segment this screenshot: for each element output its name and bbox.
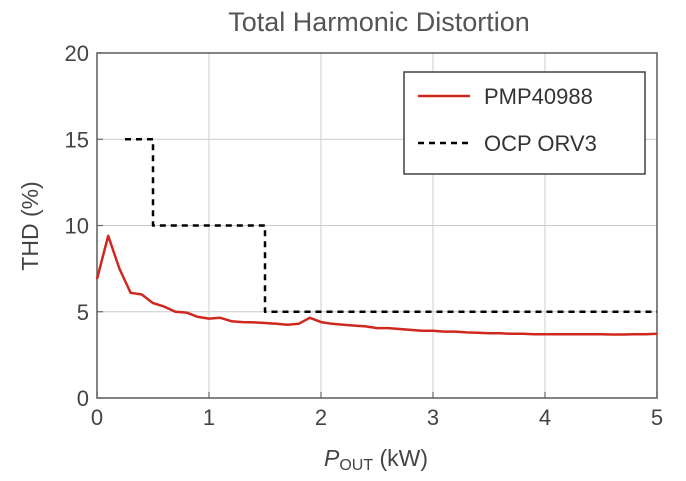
x-tick-label: 0 [91,405,103,430]
x-axis-label-sub: OUT [339,457,373,474]
x-axis-label-main: P [324,445,340,471]
legend-box [403,71,646,175]
y-tick-label: 20 [65,41,89,66]
x-tick-label: 3 [427,405,439,430]
x-tick-label: 4 [539,405,551,430]
x-axis-label: POUT (kW) [324,445,428,474]
chart-title: Total Harmonic Distortion [228,7,530,37]
x-tick-label: 5 [651,405,663,430]
x-tick-label: 1 [203,405,215,430]
axis-ticks: 0 1 2 3 4 5 0 5 10 15 20 [65,41,664,430]
series-layer [95,138,658,336]
y-tick-label: 0 [77,386,89,411]
y-axis-label: THD (%) [17,181,43,270]
legend: PMP40988 OCP ORV3 [403,71,646,175]
series-line-pmp40988 [95,234,658,336]
y-tick-label: 5 [77,300,89,325]
x-axis-label-unit: (kW) [373,445,428,471]
series-line-ocp-orv3 [125,138,657,314]
y-tick-label: 15 [65,127,89,152]
legend-label-pmp40988: PMP40988 [484,84,593,109]
legend-label-ocp-orv3: OCP ORV3 [484,131,597,156]
x-tick-label: 2 [315,405,327,430]
y-tick-label: 10 [65,214,89,239]
